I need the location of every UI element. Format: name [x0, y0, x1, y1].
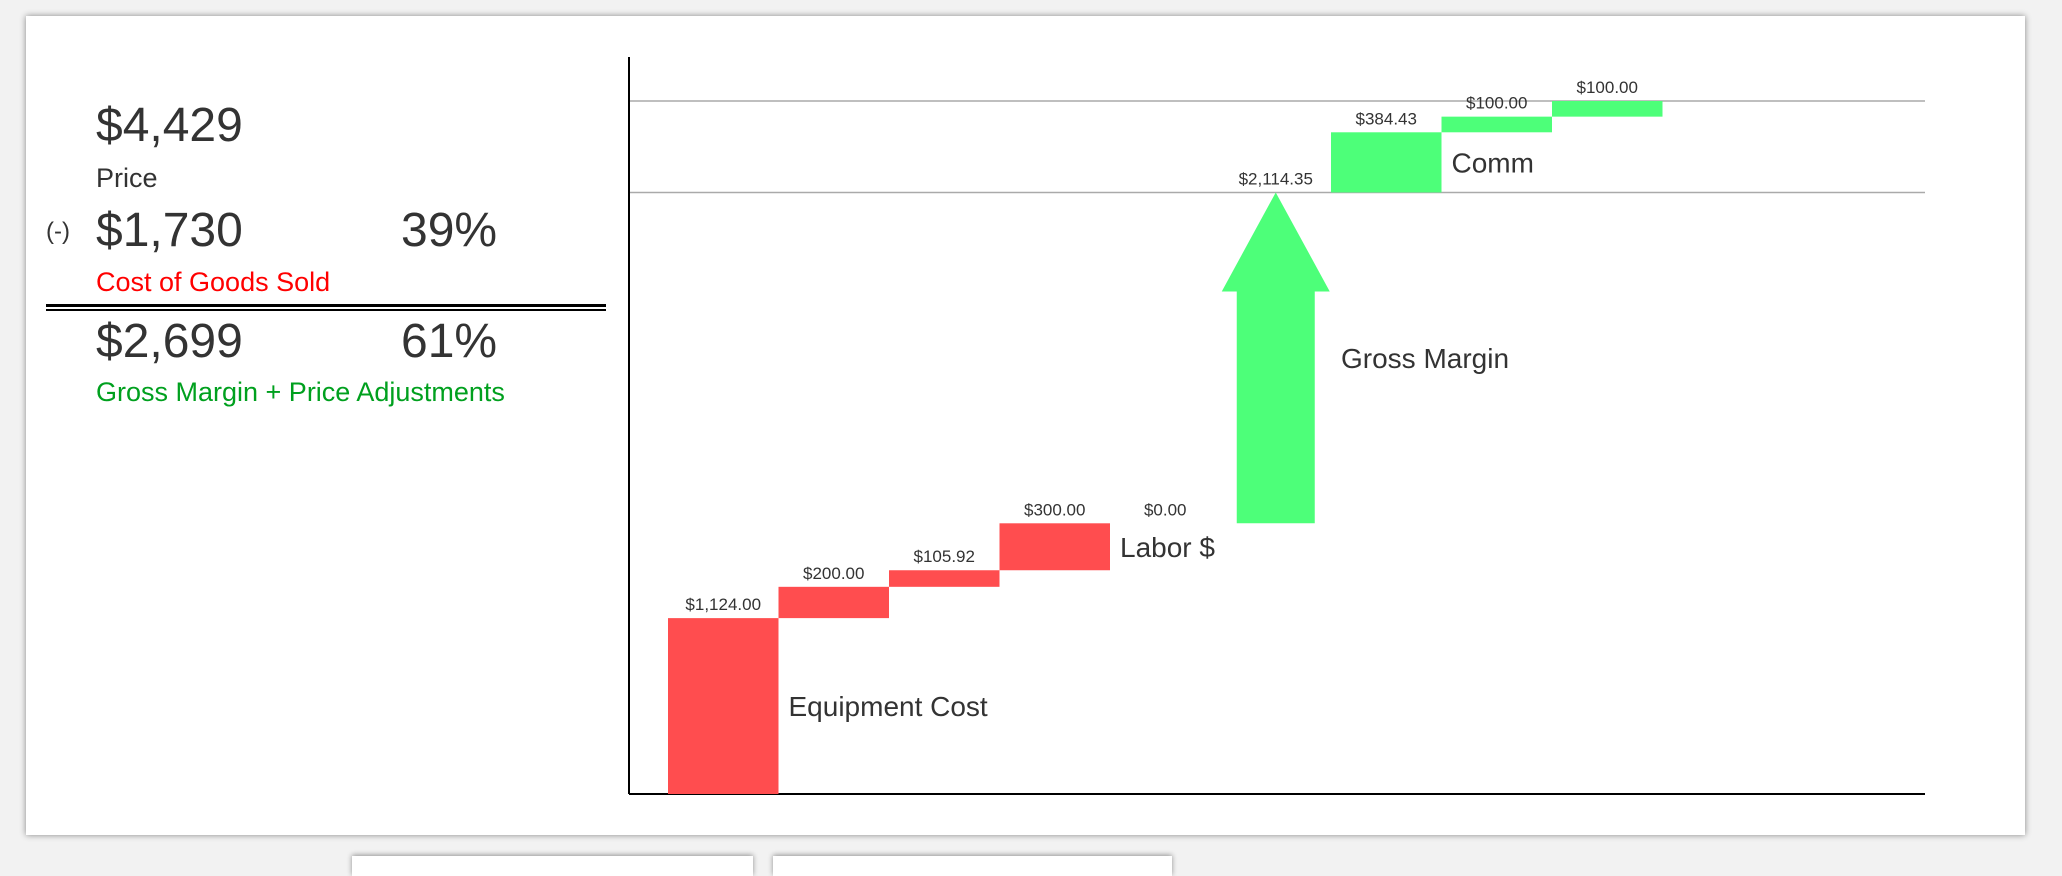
margin-percent: 61%: [401, 315, 498, 368]
category-label: Equipment Cost: [789, 691, 988, 722]
bar-value-label: $105.92: [914, 547, 975, 566]
margin-value: $2,699: [96, 315, 243, 368]
margin-card: [26, 16, 2025, 835]
bar-value-label: $200.00: [803, 564, 864, 583]
price-value: $4,429: [96, 99, 243, 152]
waterfall-bar: [668, 618, 779, 794]
cogs-label: Cost of Goods Sold: [96, 267, 331, 297]
total-divider: [46, 304, 606, 311]
waterfall-bar: [1331, 132, 1442, 193]
cogs-value: $1,730: [96, 204, 243, 257]
gross-margin-arrow: [1221, 192, 1330, 524]
margin-label: Gross Margin + Price Adjustments: [96, 377, 505, 407]
bar-value-label: $1,124.00: [685, 595, 761, 614]
cogs-percent: 39%: [401, 204, 498, 257]
waterfall-bar: [1552, 101, 1663, 117]
bar-value-label: $300.00: [1024, 500, 1085, 519]
bar-value-label: $100.00: [1466, 94, 1527, 113]
category-label: Labor $: [1120, 532, 1215, 563]
category-label: Comm: [1452, 147, 1534, 178]
waterfall-bar: [999, 523, 1110, 571]
bar-value-label: $2,114.35: [1239, 169, 1313, 188]
waterfall-bar: [1441, 116, 1552, 133]
waterfall-bar: [889, 570, 1000, 587]
waterfall-bar: [778, 586, 889, 619]
bar-value-label: $384.43: [1356, 109, 1417, 128]
bar-value-label: $100.00: [1577, 78, 1638, 97]
category-label: Gross Margin: [1341, 343, 1509, 374]
minus-sign: (-): [46, 218, 70, 245]
bar-value-label: $0.00: [1144, 500, 1187, 519]
price-label: Price: [96, 163, 158, 193]
